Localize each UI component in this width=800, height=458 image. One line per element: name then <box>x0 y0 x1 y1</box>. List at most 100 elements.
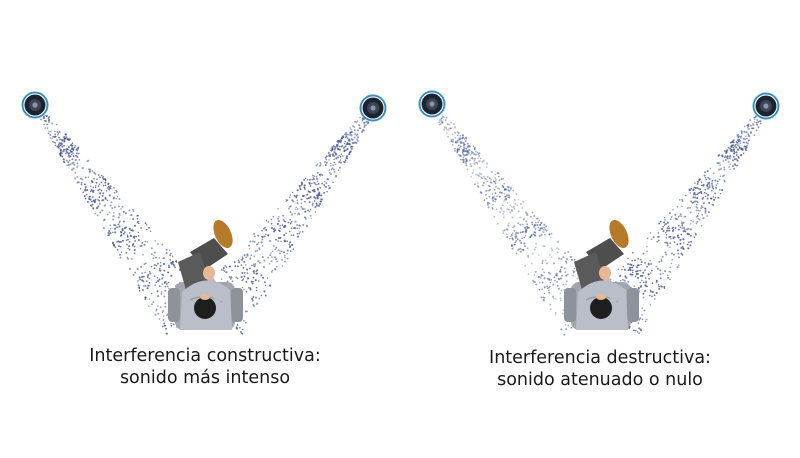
wave-dot <box>278 252 281 255</box>
wave-dot <box>454 150 456 152</box>
wave-dot <box>312 177 314 179</box>
wave-dot <box>629 269 632 272</box>
wave-dot <box>559 292 561 295</box>
wave-dot <box>511 216 514 219</box>
wave-dot <box>639 317 642 320</box>
wave-dot <box>333 151 336 154</box>
wave-dot <box>319 164 321 167</box>
wave-dot <box>736 144 739 146</box>
wave-dot <box>137 231 140 234</box>
wave-dot <box>438 121 441 124</box>
wave-dot <box>338 161 341 163</box>
wave-dot <box>716 180 719 183</box>
wave-dot <box>516 238 519 241</box>
wave-dot <box>241 328 244 331</box>
wave-dot <box>656 236 659 238</box>
wave-dot <box>734 164 737 166</box>
wave-dot <box>519 231 522 234</box>
wave-dot <box>260 274 263 277</box>
wave-dot <box>316 163 319 165</box>
wave-dot <box>255 243 259 246</box>
wave-dot <box>112 211 115 214</box>
wave-dot <box>304 200 306 203</box>
wave-dot <box>270 270 273 273</box>
wave-dot <box>498 188 501 190</box>
wave-dot <box>365 124 368 126</box>
wave-dot <box>745 141 748 144</box>
wave-dot <box>335 157 338 160</box>
wave-dot <box>137 222 140 225</box>
wave-dot <box>246 268 249 271</box>
wave-dot <box>464 162 468 165</box>
wave-dot <box>524 265 527 267</box>
wave-dot <box>683 229 686 232</box>
wave-dot <box>657 284 660 286</box>
wave-dot <box>547 289 550 292</box>
wave-dot <box>506 185 509 188</box>
wave-dot <box>665 241 668 244</box>
wave-dot <box>639 269 642 272</box>
wave-dot <box>307 209 310 212</box>
wave-dot <box>90 189 93 192</box>
wave-dot <box>511 209 513 211</box>
wave-dot <box>486 162 489 165</box>
wave-dot <box>501 184 504 187</box>
wave-dot <box>698 210 701 212</box>
wave-dot <box>550 256 553 258</box>
wave-dot <box>719 164 721 166</box>
wave-dot <box>505 228 508 231</box>
wave-dot <box>270 226 273 230</box>
wave-dot <box>53 141 55 144</box>
wave-dot <box>48 130 50 133</box>
wave-dot <box>225 266 228 268</box>
wave-dot <box>287 207 290 210</box>
wave-dot <box>264 294 267 297</box>
wave-dot <box>116 226 119 229</box>
wave-dot <box>642 252 645 255</box>
wave-dot <box>537 254 540 256</box>
wave-dot <box>268 262 271 265</box>
wave-dot <box>500 209 503 211</box>
wave-dot <box>645 318 648 321</box>
wave-dot <box>328 151 330 154</box>
wave-dot <box>524 211 527 214</box>
wave-dot <box>63 161 66 163</box>
wave-dot <box>260 241 263 244</box>
wave-dot <box>148 277 151 280</box>
wave-dot <box>502 186 505 189</box>
wave-dot <box>546 277 549 280</box>
wave-dot <box>535 283 538 286</box>
wave-dot <box>330 149 333 152</box>
wave-dot <box>662 272 664 275</box>
wave-dot <box>159 264 162 267</box>
wave-dot <box>625 276 628 279</box>
wave-dot <box>461 134 464 137</box>
wave-dot <box>296 232 299 235</box>
wave-dot <box>121 205 124 208</box>
wave-dot <box>172 263 175 265</box>
wave-dot <box>343 149 346 152</box>
wave-dot <box>451 144 454 146</box>
wave-dot <box>148 298 151 300</box>
wave-dot <box>333 161 336 164</box>
wave-dot <box>47 116 50 119</box>
wave-dot <box>243 272 246 274</box>
wave-dot <box>665 231 667 234</box>
wave-dot <box>304 208 306 210</box>
wave-dot <box>99 211 102 214</box>
wave-dot <box>482 181 485 184</box>
wave-dot <box>144 298 147 301</box>
wave-dot <box>526 214 528 216</box>
wave-dot <box>549 308 552 311</box>
wave-dot <box>284 260 286 263</box>
wave-dot <box>735 158 738 161</box>
wave-dot <box>93 171 96 174</box>
wave-dot <box>89 168 92 170</box>
wave-dot <box>291 213 294 216</box>
wave-dot <box>631 266 634 269</box>
wave-dot <box>695 222 698 225</box>
wave-dot <box>157 262 159 265</box>
wave-dot <box>166 285 169 288</box>
wave-dot <box>283 251 285 254</box>
wave-dot <box>294 220 297 223</box>
